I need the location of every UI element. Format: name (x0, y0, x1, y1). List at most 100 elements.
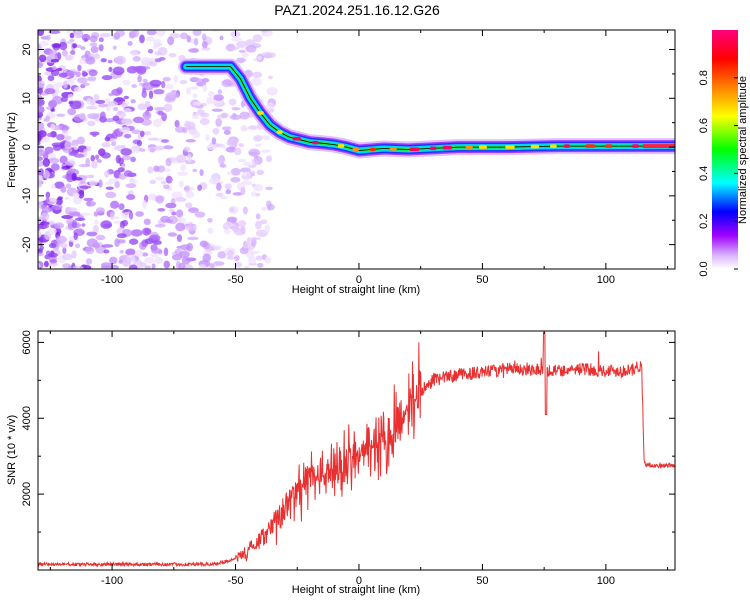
noise-blob (226, 249, 234, 258)
noise-blob (41, 206, 53, 213)
noise-blob (129, 179, 138, 184)
noise-blob (146, 30, 157, 36)
noise-blob (142, 199, 147, 209)
noise-blob (158, 56, 166, 61)
noise-blob (72, 192, 80, 198)
noise-blob (38, 262, 41, 269)
noise-blob (240, 225, 246, 234)
noise-blob (73, 31, 82, 39)
noise-blob (123, 95, 130, 100)
noise-blob (53, 82, 66, 88)
noise-blob (179, 80, 188, 85)
noise-blob (245, 44, 257, 53)
y-tick-label: 4000 (21, 406, 33, 430)
noise-blob (89, 35, 98, 43)
ridge-hotspot (312, 140, 319, 145)
noise-blob (160, 139, 170, 143)
noise-blob (241, 180, 253, 186)
noise-blob (50, 123, 56, 131)
noise-blob (165, 202, 177, 209)
noise-blob (174, 93, 179, 99)
noise-blob (79, 185, 92, 189)
noise-blob (153, 165, 160, 172)
noise-blob (143, 131, 152, 136)
colorbar: 0.0 0.2 0.4 0.6 0.8 Normalized spectral ampl… (698, 30, 749, 277)
noise-blob (104, 181, 114, 185)
noise-blob (78, 163, 91, 168)
noise-blob (192, 101, 202, 106)
noise-blob (205, 97, 215, 105)
x-tick-label: 50 (476, 274, 488, 286)
noise-blob (59, 155, 68, 164)
noise-blob (96, 159, 102, 163)
noise-blob (38, 49, 44, 55)
noise-blob (88, 174, 95, 179)
noise-blob (131, 84, 138, 89)
noise-blob (104, 170, 110, 178)
noise-blob (121, 144, 126, 148)
noise-blob (251, 71, 263, 78)
noise-blob (49, 259, 58, 264)
noise-blob (57, 196, 63, 200)
noise-blob (125, 183, 137, 189)
noise-blob (103, 249, 110, 254)
x-tick-label: 0 (356, 575, 362, 587)
noise-blob (186, 35, 192, 43)
noise-blob (76, 77, 88, 84)
snr-xlabel: Height of straight line (km) (292, 584, 420, 596)
noise-blob (56, 67, 63, 72)
noise-blob (85, 56, 96, 65)
noise-blob (253, 134, 263, 142)
noise-blob (95, 207, 105, 214)
noise-blob (140, 130, 145, 138)
noise-blob (56, 133, 65, 141)
noise-blob (249, 250, 261, 255)
noise-blob (104, 136, 111, 142)
noise-blob (149, 79, 162, 87)
noise-blob (117, 110, 124, 115)
snr-plot-area (38, 331, 675, 570)
noise-blob (88, 69, 98, 77)
noise-blob (119, 250, 124, 254)
x-tick-label: 100 (597, 575, 615, 587)
noise-blob (230, 176, 241, 183)
noise-blob (259, 219, 268, 225)
noise-blob (265, 186, 273, 191)
noise-blob (239, 247, 249, 255)
noise-blob (89, 180, 98, 186)
noise-blob (138, 148, 146, 152)
noise-blob (65, 160, 76, 166)
noise-blob (65, 40, 73, 45)
noise-blob (47, 252, 58, 258)
colorbar-tick-label: 0.2 (698, 214, 710, 229)
noise-blob (111, 141, 117, 147)
noise-blob (183, 146, 191, 152)
ridge-hotspot (442, 145, 452, 150)
noise-blob (87, 76, 97, 82)
heatmap-ridge (178, 58, 675, 159)
noise-blob (156, 30, 166, 37)
noise-blob (118, 203, 125, 211)
noise-blob (151, 263, 156, 269)
noise-blob (43, 223, 50, 229)
noise-blob (52, 144, 62, 151)
noise-blob (190, 86, 198, 90)
noise-blob (147, 166, 154, 174)
noise-blob (83, 197, 94, 202)
noise-blob (255, 220, 262, 230)
noise-blob (165, 158, 172, 167)
noise-blob (147, 48, 154, 54)
noise-blob (101, 142, 111, 148)
noise-blob (131, 129, 142, 135)
noise-blob (246, 237, 252, 244)
colorbar-gradient (712, 30, 738, 269)
noise-blob (157, 110, 164, 116)
noise-blob (109, 211, 115, 220)
noise-blob (115, 30, 125, 37)
x-tick-label: -50 (228, 575, 244, 587)
noise-blob (91, 161, 98, 169)
noise-blob (38, 80, 46, 88)
noise-blob (61, 128, 69, 137)
